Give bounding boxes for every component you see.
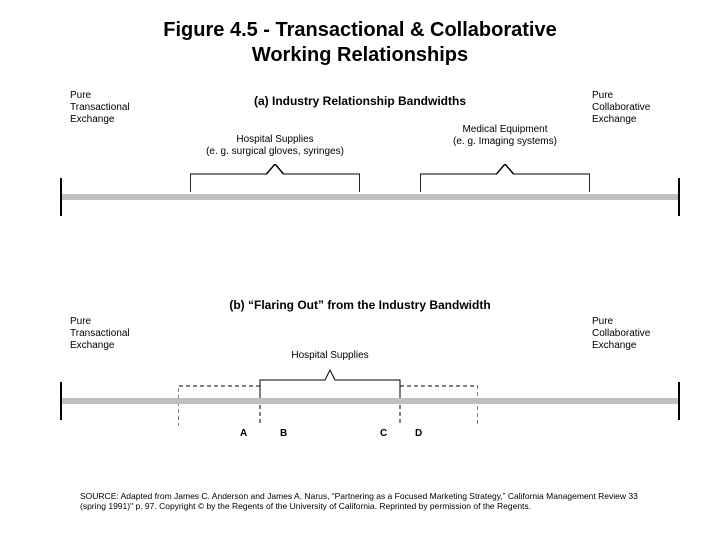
- figure-title: Figure 4.5 - Transactional & Collaborati…: [0, 0, 720, 68]
- flare-bracket: [178, 366, 478, 426]
- panel-b-subtitle: (b) “Flaring Out” from the Industry Band…: [0, 298, 720, 312]
- axis-line: [60, 398, 680, 404]
- text: Exchange: [592, 340, 636, 351]
- text: (e. g. Imaging systems): [453, 136, 557, 147]
- medeq-bracket: [420, 164, 590, 192]
- panel-b-hospital-label: Hospital Supplies: [250, 350, 410, 362]
- axis-tick-right: [678, 382, 680, 420]
- text: Collaborative: [592, 328, 650, 339]
- text: Pure: [592, 90, 613, 101]
- text: Medical Equipment: [462, 124, 547, 135]
- text: Exchange: [70, 340, 114, 351]
- text: Pure: [70, 90, 91, 101]
- text: Hospital Supplies: [236, 134, 313, 145]
- letter-d: D: [415, 428, 422, 439]
- title-line-1: Figure 4.5 - Transactional & Collaborati…: [163, 19, 556, 41]
- text: Exchange: [70, 114, 114, 125]
- panel-a-axis: [60, 194, 680, 200]
- letter-b: B: [280, 428, 287, 439]
- panel-b-left-endlabel: Pure Transactional Exchange: [70, 316, 150, 352]
- text: Hospital Supplies: [291, 350, 368, 361]
- text: Pure: [592, 316, 613, 327]
- panel-a-right-endlabel: Pure Collaborative Exchange: [592, 90, 672, 126]
- panel-a-left-endlabel: Pure Transactional Exchange: [70, 90, 150, 126]
- text: Transactional: [70, 102, 130, 113]
- hospital-supplies-label: Hospital Supplies (e. g. surgical gloves…: [180, 134, 370, 157]
- letter-a: A: [240, 428, 247, 439]
- axis-tick-right: [678, 178, 680, 216]
- letter-c: C: [380, 428, 387, 439]
- panel-b-right-endlabel: Pure Collaborative Exchange: [592, 316, 672, 352]
- panel-a: (a) Industry Relationship Bandwidths Pur…: [0, 94, 720, 264]
- text: Transactional: [70, 328, 130, 339]
- axis-line: [60, 194, 680, 200]
- title-line-2: Working Relationships: [252, 44, 468, 66]
- medical-equipment-label: Medical Equipment (e. g. Imaging systems…: [410, 124, 600, 147]
- text: Collaborative: [592, 102, 650, 113]
- hospital-bracket: [190, 164, 360, 192]
- panel-b-axis: [60, 398, 680, 404]
- text: (e. g. surgical gloves, syringes): [206, 146, 344, 157]
- text: Pure: [70, 316, 91, 327]
- axis-tick-left: [60, 382, 62, 420]
- axis-tick-left: [60, 178, 62, 216]
- panel-b: (b) “Flaring Out” from the Industry Band…: [0, 298, 720, 468]
- source-citation: SOURCE: Adapted from James C. Anderson a…: [80, 491, 660, 512]
